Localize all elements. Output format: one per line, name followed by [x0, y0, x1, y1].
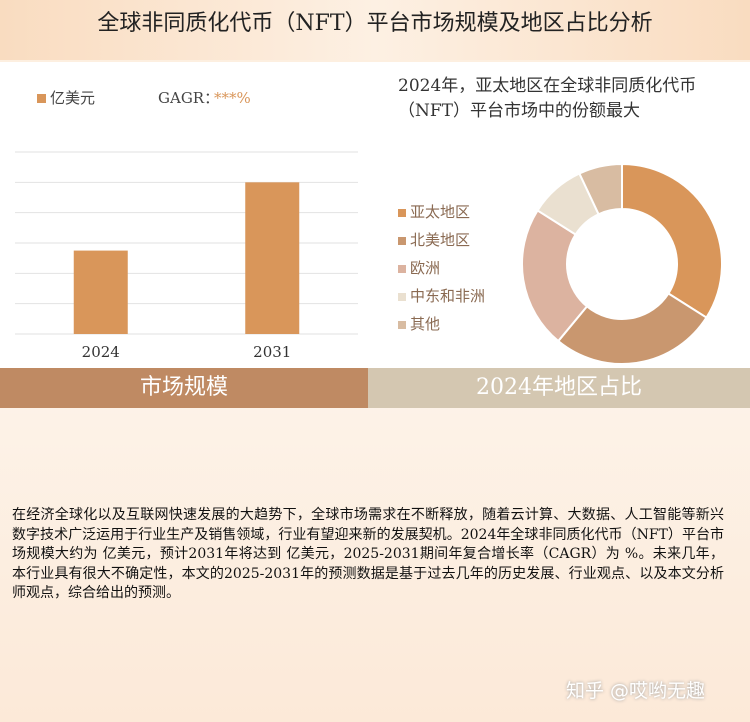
legend-swatch [398, 237, 406, 245]
x-tick-label: 2024 [82, 343, 120, 361]
legend-label: 其他 [410, 315, 440, 333]
donut-segment [556, 292, 708, 365]
section-label: 市场规模 [0, 368, 368, 408]
donut-title: 2024年，亚太地区在全球非同质化代币（NFT）平台市场中的份额最大 [398, 76, 697, 121]
cagr-value: ***% [214, 89, 251, 107]
donut-segment [621, 162, 723, 319]
legend-label: 欧洲 [410, 259, 440, 277]
bar [73, 250, 128, 334]
legend-swatch [398, 209, 406, 217]
legend-label: 中东和非洲 [410, 287, 485, 305]
legend-swatch [37, 94, 46, 103]
legend-swatch [398, 293, 406, 301]
donut-segment [578, 162, 623, 216]
x-tick-label: 2031 [253, 343, 291, 361]
cagr-label: GAGR： [158, 89, 219, 107]
donut-segment [521, 209, 589, 343]
legend-label: 北美地区 [410, 231, 470, 249]
legend-label: 亿美元 [50, 89, 95, 107]
section-label: 2024年地区占比 [368, 368, 750, 408]
legend-swatch [398, 265, 406, 273]
legend-label: 亚太地区 [410, 203, 470, 221]
watermark: 知乎 @哎哟无趣 [566, 680, 706, 702]
legend-swatch [398, 321, 406, 329]
page-title: 全球非同质化代币（NFT）平台市场规模及地区占比分析 [0, 0, 750, 60]
bar [245, 182, 300, 334]
body-text: 在经济全球化以及互联网快速发展的大趋势下，全球市场需求在不断释放，随着云计算、大… [12, 507, 724, 601]
